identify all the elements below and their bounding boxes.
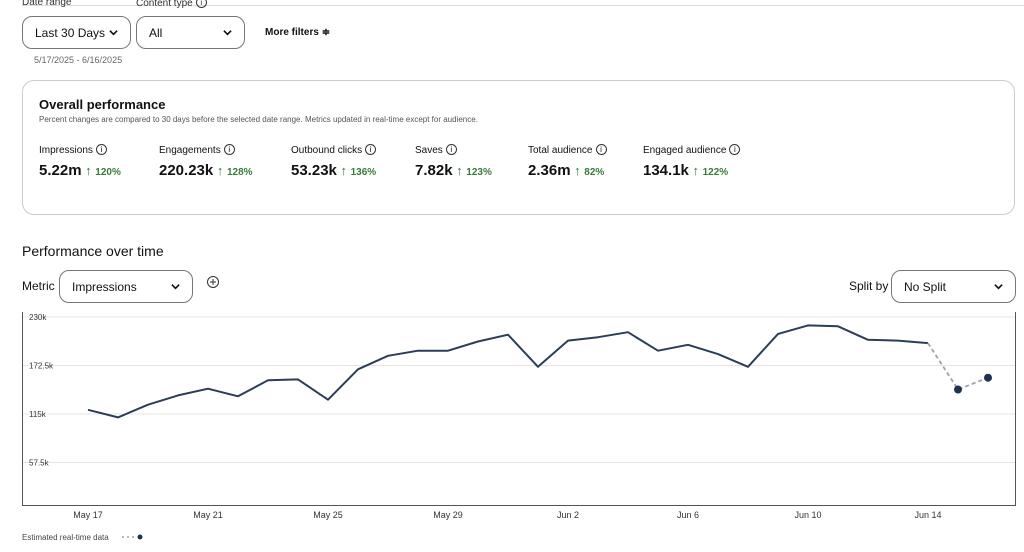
label-text: Total audience	[528, 145, 593, 156]
metric-row: 2.36m ↑ 82%	[528, 162, 604, 180]
metric-change: 136%	[350, 167, 377, 178]
metric-row: 53.23k ↑ 136%	[291, 162, 376, 180]
button-text: More filters	[265, 27, 319, 38]
date-span: 5/17/2025 - 6/16/2025	[34, 55, 123, 65]
metric-label: Metric	[22, 279, 55, 293]
dropdown-value: All	[149, 25, 163, 40]
x-tick-label: Jun 10	[794, 510, 821, 520]
split-label: Split by	[849, 279, 889, 293]
up-arrow: ↑	[570, 163, 585, 178]
info-icon: i	[595, 144, 607, 155]
dropdown-value: Last 30 Days	[35, 25, 106, 40]
filter-icon: ≑	[321, 27, 331, 38]
content-dropdown[interactable]: All	[136, 16, 245, 49]
label-text: Engaged audience	[643, 145, 727, 156]
add-metric[interactable]	[206, 275, 220, 289]
x-tick-label: Jun 14	[914, 510, 941, 520]
metric-value: 53.23k	[291, 162, 337, 179]
metric-row: 220.23k ↑ 128%	[159, 162, 253, 180]
metric-change: 122%	[702, 167, 729, 178]
label-text: Impressions	[39, 145, 93, 156]
top-rule	[22, 5, 1024, 6]
info-icon: i	[223, 144, 235, 155]
up-arrow: ↑	[213, 163, 227, 178]
x-tick-label: Jun 6	[677, 510, 699, 520]
section-title: Performance over time	[22, 243, 164, 259]
y-tick-label: 230k	[29, 313, 47, 322]
label-text: Engagements	[159, 145, 221, 156]
metric-row: 7.82k ↑ 123%	[415, 162, 492, 180]
metric-change: 128%	[226, 167, 253, 178]
chevron	[171, 284, 180, 290]
x-tick-label: May 17	[73, 510, 103, 520]
overview-title: Overall performance	[39, 97, 166, 112]
metric-value: 220.23k	[159, 162, 214, 179]
series-line	[927, 342, 989, 391]
overview-card	[22, 80, 1015, 215]
filter-label: Date range	[22, 0, 72, 8]
metric-label: Total audience i	[528, 144, 607, 156]
x-tick-label: May 25	[313, 510, 343, 520]
dropdown-value: No Split	[904, 279, 947, 294]
label-text: Saves	[415, 145, 443, 156]
metric-value: 5.22m	[39, 162, 82, 179]
info-icon: i	[95, 144, 107, 155]
metric-change: 123%	[466, 167, 492, 178]
up-arrow: ↑	[81, 163, 96, 178]
x-tick-label: May 21	[193, 510, 223, 520]
info-icon: i	[729, 144, 741, 155]
more-filters[interactable]: More filters ≑	[265, 27, 330, 38]
point-marker	[984, 373, 992, 382]
up-arrow: ↑	[336, 163, 351, 178]
metric-value: 7.82k	[415, 162, 453, 179]
series-line	[87, 324, 929, 419]
legend-label: Estimated real-time data	[22, 533, 109, 542]
metric-label: Outbound clicks i	[291, 144, 377, 156]
y-tick-label: 57.5k	[29, 459, 50, 468]
info-icon: i	[445, 144, 457, 155]
legend-dot	[137, 534, 143, 540]
x-tick-label: May 29	[433, 510, 463, 520]
plot-frame	[22, 312, 1016, 506]
up-arrow: ↑	[688, 163, 703, 178]
split-dropdown[interactable]: No Split	[891, 270, 1016, 303]
metric-label: Saves i	[415, 144, 457, 156]
metric-change: 120%	[95, 167, 121, 178]
metric-value: 134.1k	[643, 162, 689, 179]
filter-label: Content type i	[136, 0, 207, 9]
metric-dropdown[interactable]: Impressions	[59, 270, 193, 303]
x-tick-label: Jun 2	[557, 510, 579, 520]
dropdown-value: Impressions	[72, 279, 137, 294]
y-tick-label: 172.5k	[29, 362, 54, 371]
chevron	[109, 30, 118, 36]
chevron	[994, 284, 1003, 290]
metric-value: 2.36m	[528, 162, 571, 179]
point-marker	[954, 385, 962, 394]
label-text: Outbound clicks	[291, 145, 363, 156]
overview-subtitle: Percent changes are compared to 30 days …	[39, 115, 478, 124]
label-text: Content type	[136, 0, 193, 9]
up-arrow: ↑	[452, 163, 467, 178]
info-icon: i	[195, 0, 207, 8]
date-dropdown[interactable]: Last 30 Days	[22, 16, 131, 49]
metric-row: 5.22m ↑ 120%	[39, 162, 121, 180]
metric-label: Engagements i	[159, 144, 235, 156]
metric-row: 134.1k ↑ 122%	[643, 162, 728, 180]
y-tick-label: 115k	[29, 410, 47, 419]
metric-label: Impressions i	[39, 144, 107, 156]
metric-label: Engaged audience i	[643, 144, 741, 156]
info-icon: i	[365, 144, 377, 155]
chevron	[223, 30, 232, 36]
metric-change: 82%	[584, 167, 605, 178]
